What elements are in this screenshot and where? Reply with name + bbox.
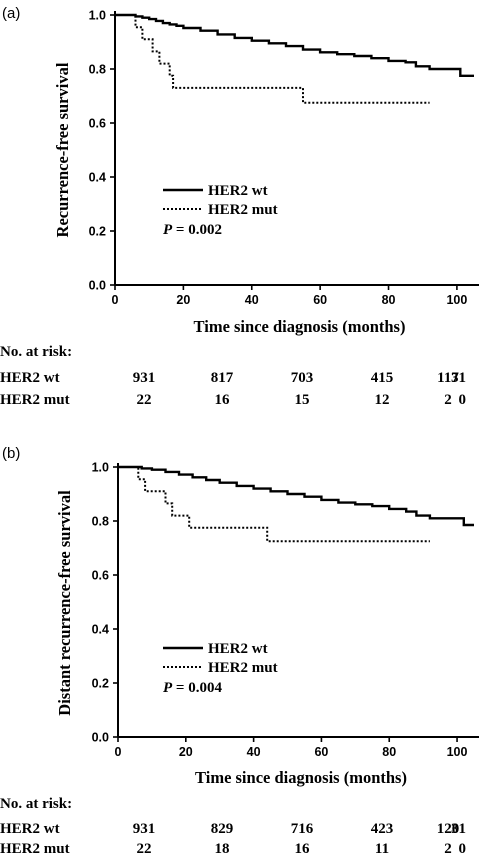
- series-line-her2-mut: [132, 14, 430, 104]
- x-tick-label: 100: [447, 745, 468, 759]
- risk-cell: 931: [133, 370, 156, 386]
- legend-entry: HER2 mut: [208, 202, 278, 218]
- x-tick-label: 20: [179, 745, 193, 759]
- y-tick-label: 0.0: [89, 279, 106, 293]
- panel-label: (a): [2, 5, 20, 22]
- risk-cell: 15: [295, 392, 310, 408]
- risk-row-label: HER2 mut: [0, 392, 70, 408]
- legend-entry: HER2 mut: [208, 660, 278, 676]
- x-tick-label: 80: [382, 293, 396, 307]
- y-tick-label: 1.0: [89, 9, 106, 23]
- risk-cell: 829: [211, 821, 234, 837]
- x-tick-label: 40: [247, 745, 261, 759]
- x-tick-label: 20: [176, 293, 190, 307]
- risk-cell: 31: [451, 370, 466, 386]
- risk-cell: 22: [137, 841, 152, 855]
- y-tick-label: 0.2: [89, 225, 106, 239]
- risk-cell: 117: [437, 370, 459, 386]
- legend-entry: HER2 wt: [208, 641, 268, 657]
- series-line-her2-wt: [118, 465, 474, 527]
- x-tick-label: 40: [245, 293, 259, 307]
- risk-cell: 0: [459, 392, 467, 408]
- risk-row-label: HER2 wt: [0, 370, 60, 386]
- risk-cell: 0: [459, 841, 467, 855]
- series-line-her2-mut: [135, 466, 430, 543]
- y-axis-title: Distant recurrence-free survival: [55, 490, 74, 716]
- risk-cell: 817: [211, 370, 234, 386]
- p-symbol: P: [163, 222, 173, 238]
- y-tick-label: 0.4: [89, 171, 106, 185]
- x-tick-label: 80: [382, 745, 396, 759]
- risk-cell: 18: [215, 841, 230, 855]
- risk-cell: 12: [375, 392, 390, 408]
- y-tick-label: 0.8: [89, 63, 106, 77]
- panel-label: (b): [2, 445, 20, 462]
- x-axis-title: Time since diagnosis (months): [195, 768, 407, 787]
- y-tick-label: 0.4: [92, 623, 109, 637]
- risk-cell: 120: [437, 821, 460, 837]
- y-tick-label: 0.6: [89, 117, 106, 131]
- risk-cell: 423: [371, 821, 394, 837]
- p-value-text: P = 0.002: [163, 222, 222, 238]
- risk-row-label: HER2 mut: [0, 841, 70, 855]
- risk-cell: 2: [444, 392, 452, 408]
- y-tick-label: 0.0: [92, 731, 109, 745]
- risk-cell: 31: [451, 821, 466, 837]
- p-symbol: P: [163, 680, 173, 696]
- risk-cell: 22: [137, 392, 152, 408]
- y-axis-title: Recurrence-free survival: [53, 62, 72, 237]
- series-line-her2-wt: [115, 13, 474, 77]
- p-value: = 0.002: [172, 222, 222, 238]
- legend-entry: HER2 wt: [208, 183, 268, 199]
- p-value-text: P = 0.004: [163, 680, 222, 696]
- risk-table-title: No. at risk:: [0, 796, 72, 812]
- y-tick-label: 1.0: [92, 461, 109, 475]
- x-tick-label: 100: [446, 293, 467, 307]
- risk-cell: 703: [291, 370, 314, 386]
- x-tick-label: 0: [112, 293, 119, 307]
- y-tick-label: 0.6: [92, 569, 109, 583]
- risk-table-title: No. at risk:: [0, 344, 72, 360]
- risk-cell: 716: [291, 821, 314, 837]
- risk-cell: 11: [375, 841, 389, 855]
- y-tick-label: 0.2: [92, 677, 109, 691]
- p-value: = 0.004: [172, 680, 222, 696]
- risk-cell: 415: [371, 370, 394, 386]
- chart-panel-a: (a)0.00.20.40.60.81.00 20 40 60 80 100Recurre…: [0, 5, 479, 408]
- risk-row-label: HER2 wt: [0, 821, 60, 837]
- chart-panel-b: (b)0.00.20.40.60.81.00 20 40 60 80 100Distant…: [0, 445, 479, 855]
- risk-cell: 16: [295, 841, 311, 855]
- x-tick-label: 60: [313, 293, 327, 307]
- x-axis-title: Time since diagnosis (months): [194, 317, 406, 336]
- x-tick-label: 0: [115, 745, 122, 759]
- x-tick-label: 60: [314, 745, 328, 759]
- y-tick-label: 0.8: [92, 515, 109, 529]
- risk-cell: 2: [444, 841, 452, 855]
- risk-cell: 16: [215, 392, 231, 408]
- risk-cell: 931: [133, 821, 156, 837]
